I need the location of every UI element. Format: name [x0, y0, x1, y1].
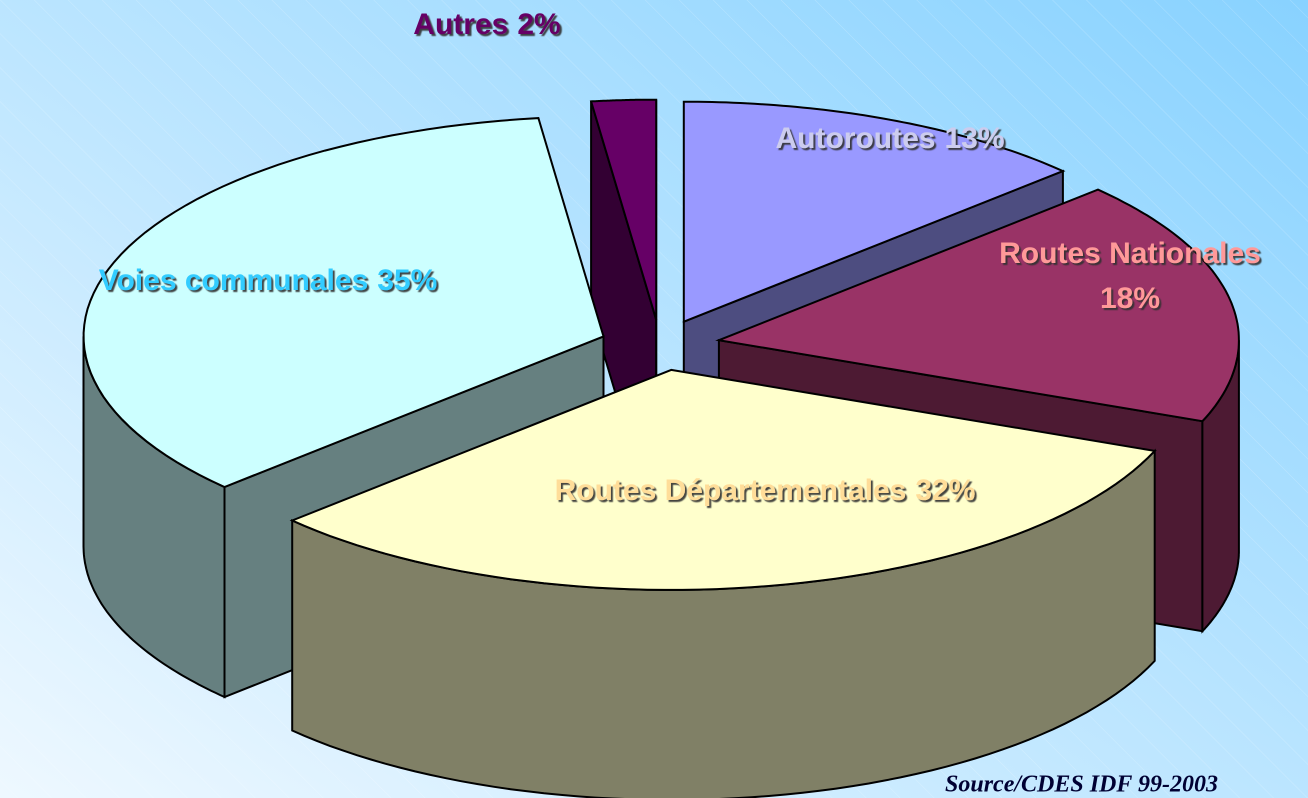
- slice-label: Routes Nationales 18%: [999, 237, 1261, 315]
- label-value: 35%: [377, 264, 437, 297]
- slice-label: Autoroutes 13%: [775, 122, 1004, 155]
- slice: [589, 98, 658, 320]
- source: Source/CDES IDF 99-2003: [945, 772, 1218, 798]
- slice: [682, 100, 1066, 324]
- label-name: Autres: [413, 8, 508, 41]
- label-name: Routes Départementales: [555, 474, 907, 507]
- slice-label: Voies communales 35%: [99, 264, 438, 297]
- label-value: 2%: [517, 8, 560, 41]
- label-value: 18%: [1100, 282, 1160, 315]
- slice: [715, 188, 1240, 423]
- label-name: Autoroutes: [775, 122, 935, 155]
- label-value: 32%: [915, 474, 975, 507]
- labels: Autoroutes 13%Routes Nationales 18%Routes …: [99, 8, 1261, 507]
- label-name: Routes Nationales: [999, 237, 1261, 270]
- slice-label: Autres 2%: [413, 8, 560, 41]
- slice: [289, 368, 1157, 591]
- label-name: Voies communales: [99, 264, 369, 297]
- slice: [82, 117, 605, 489]
- label-value: 13%: [944, 122, 1004, 155]
- pie: [82, 98, 1240, 798]
- slice-label: Routes Départementales 32%: [555, 474, 976, 507]
